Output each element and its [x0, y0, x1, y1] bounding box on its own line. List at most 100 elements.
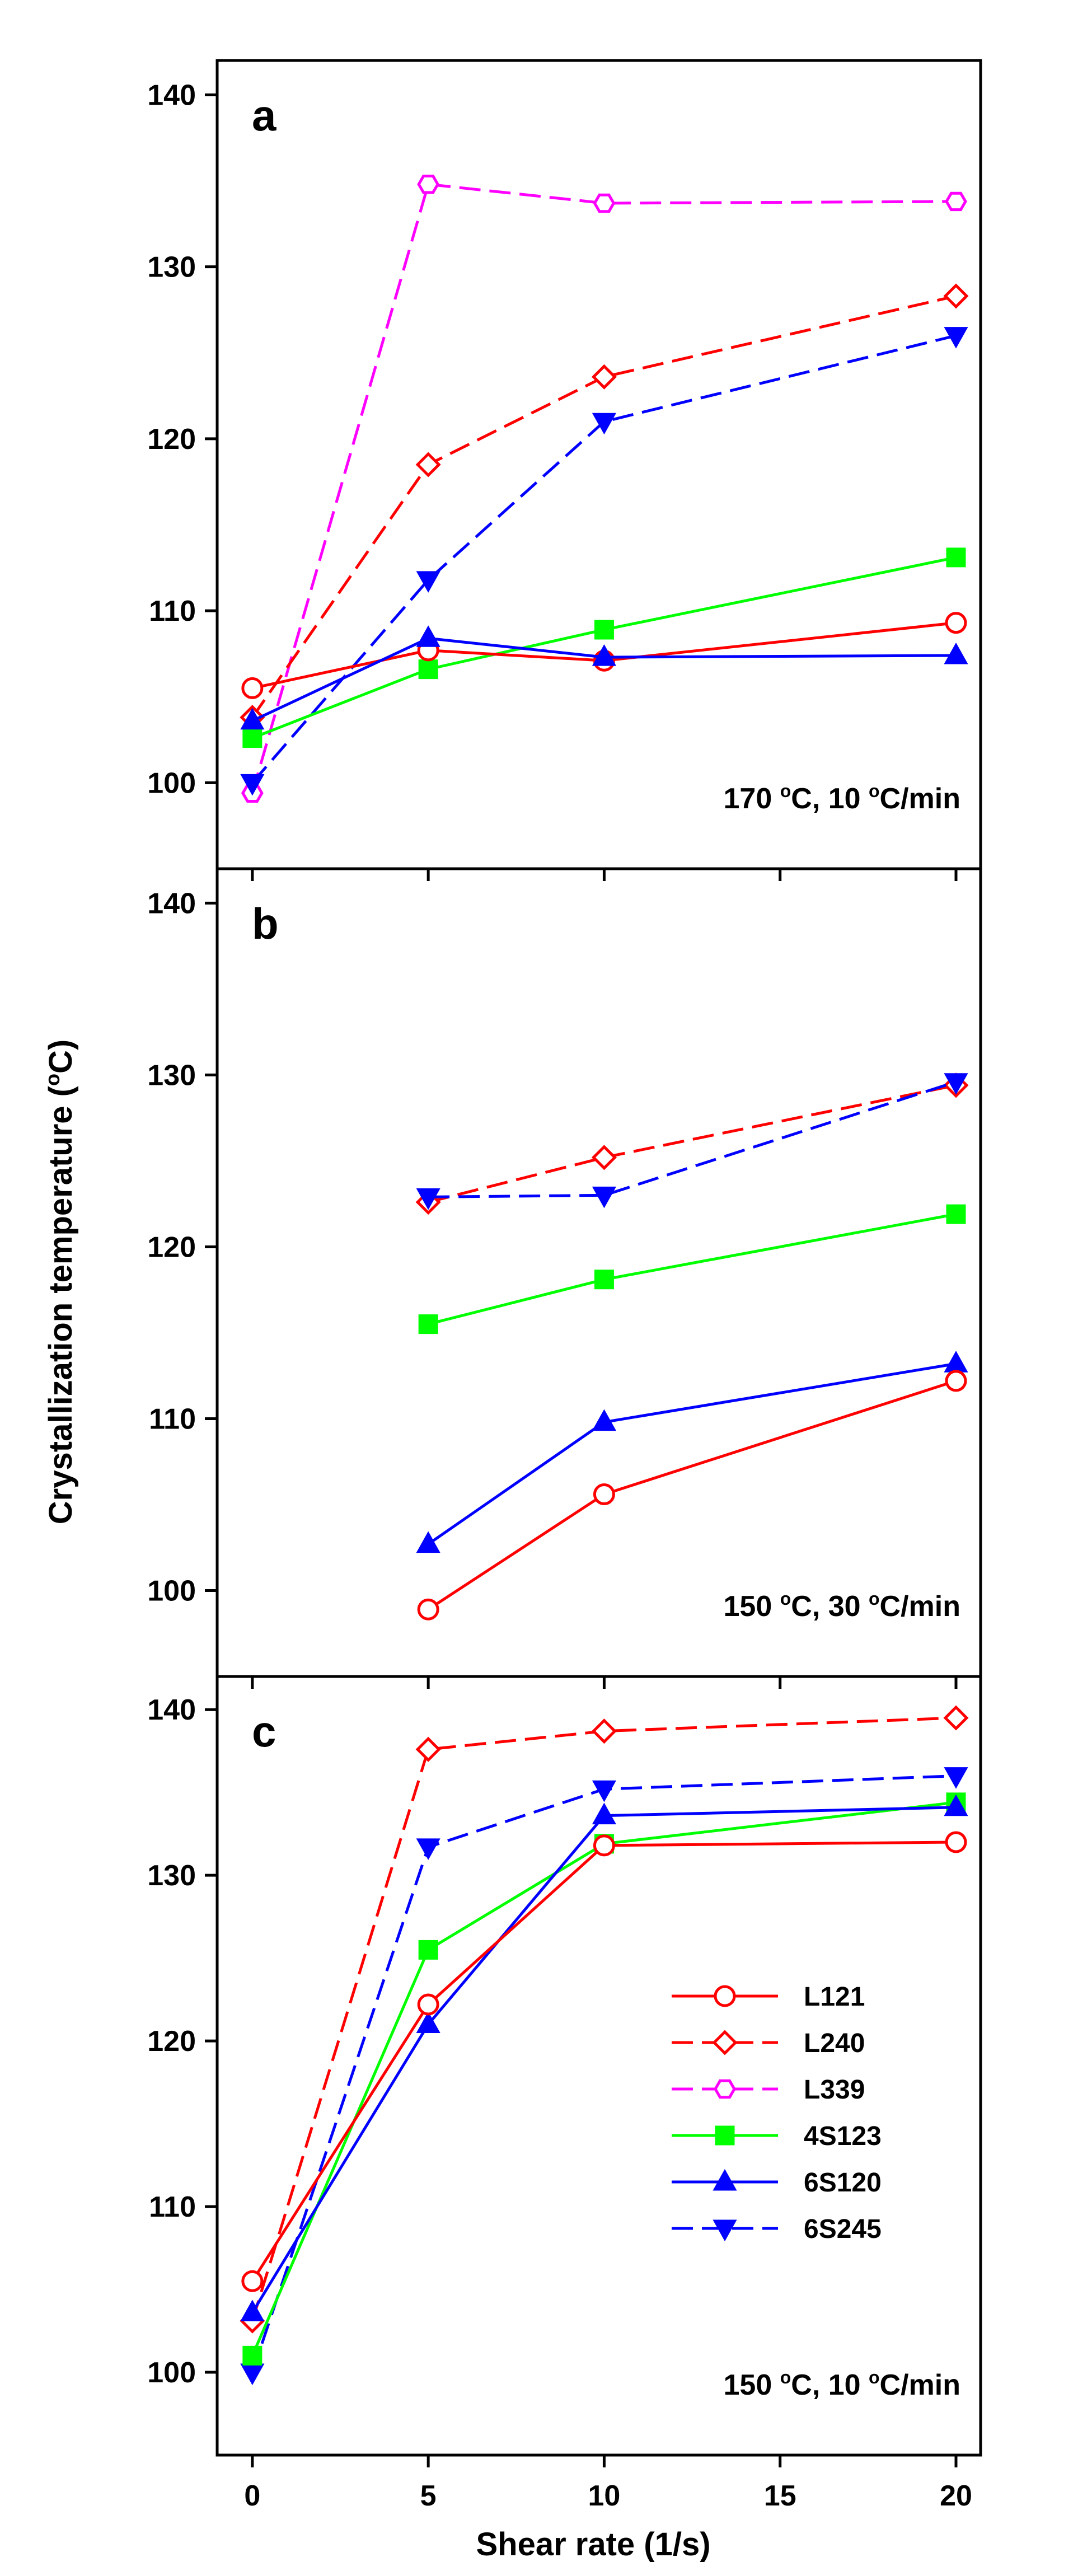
point-L121 — [241, 677, 264, 699]
y-tick-label: 120 — [147, 423, 196, 456]
point-L121 — [417, 1993, 439, 2016]
point-6S245 — [240, 2363, 265, 2386]
legend: L121 L240 L339 4S123 6S120 6S245 — [672, 1982, 882, 2244]
panel-condition-b: 150 oC, 30 oC/min — [724, 1589, 961, 1623]
series-line-6S120 — [427, 1362, 957, 1545]
y-tick-label: 120 — [147, 2025, 196, 2058]
legend-label: L339 — [804, 2075, 865, 2105]
y-tick-label: 100 — [147, 1575, 196, 1607]
panel-condition-c: 150 oC, 10 oC/min — [724, 2367, 961, 2401]
point-L339 — [417, 174, 440, 194]
series-line-L240 — [251, 294, 957, 719]
x-axis-title: Shear rate (1/s) — [476, 2526, 710, 2563]
point-6S120 — [592, 1409, 616, 1431]
panel-label-c: c — [252, 1707, 276, 1756]
series-line-L121 — [427, 1379, 957, 1611]
series-line-6S245 — [428, 1080, 957, 1198]
point-L240 — [943, 1705, 969, 1731]
point-L121 — [593, 1483, 615, 1506]
point-6S120 — [416, 1531, 440, 1553]
point-6S245 — [944, 1767, 968, 1789]
series-line-L121 — [252, 621, 957, 690]
legend-marker-6S245 — [713, 2219, 737, 2242]
point-6S245 — [592, 413, 616, 435]
point-6S245 — [416, 1838, 440, 1860]
panel-c: 100 110 120 130 140 0 5 10 15 20 c 150 oC, 10 oC/mi… — [147, 1675, 982, 2512]
series-line-L240 — [428, 1084, 957, 1204]
legend-marker-L240 — [712, 2030, 738, 2055]
y-axis-title: Crystallization temperature (oC) — [41, 1039, 79, 1524]
y-tick-label: 110 — [149, 1403, 196, 1435]
series-line-L339 — [251, 182, 957, 794]
series-line-4S123 — [251, 556, 957, 739]
point-6S120 — [416, 625, 440, 647]
point-6S245 — [944, 1073, 968, 1095]
panel-label-b: b — [252, 899, 279, 948]
y-tick-label: 140 — [147, 887, 196, 920]
point-4S123 — [594, 1270, 614, 1290]
series-line-6S120 — [251, 636, 957, 723]
point-4S123 — [418, 1940, 438, 1960]
point-6S245 — [240, 774, 265, 796]
point-L240 — [415, 1736, 441, 1762]
point-6S245 — [416, 571, 440, 593]
point-4S123 — [946, 547, 966, 568]
point-L121 — [241, 2270, 264, 2292]
point-L339 — [945, 191, 967, 212]
panel-frame — [215, 59, 982, 870]
point-L121 — [945, 612, 967, 634]
point-6S120 — [944, 1794, 968, 1816]
point-4S123 — [242, 728, 263, 748]
point-L339 — [593, 193, 616, 213]
legend-item-L121: L121 — [672, 1982, 865, 2012]
y-tick-label: 110 — [149, 595, 196, 627]
y-tick-label: 140 — [147, 1694, 196, 1726]
point-4S123 — [242, 2345, 263, 2366]
x-tick-label: 20 — [940, 2480, 972, 2512]
point-L121 — [593, 1834, 615, 1857]
y-tick-label: 120 — [147, 1231, 196, 1263]
point-6S120 — [592, 1802, 616, 1825]
point-L240 — [591, 1718, 617, 1744]
point-6S245 — [416, 1188, 440, 1210]
point-6S245 — [944, 327, 968, 349]
point-6S120 — [592, 644, 616, 666]
y-tick-label: 130 — [147, 1059, 196, 1092]
panel-label-a: a — [252, 91, 276, 140]
point-L240 — [591, 1145, 617, 1170]
series-line-4S123 — [428, 1212, 957, 1326]
panel-frame — [215, 1675, 982, 2457]
point-6S120 — [240, 2299, 265, 2321]
panel-a: 100 110 120 130 140 a 170 oC, 10 oC/min — [147, 59, 982, 881]
legend-marker-L121 — [714, 1985, 736, 2007]
point-4S123 — [418, 659, 438, 680]
series-line-4S123 — [251, 1801, 957, 2357]
point-4S123 — [594, 620, 614, 640]
point-4S123 — [418, 1314, 438, 1334]
y-tick-label: 100 — [147, 767, 196, 799]
point-6S245 — [592, 1186, 616, 1209]
y-tick-label: 140 — [147, 79, 196, 111]
series-line-6S245 — [251, 1774, 957, 2373]
legend-marker-6S120 — [713, 2168, 737, 2191]
legend-label: L121 — [804, 1982, 865, 2012]
point-6S120 — [240, 708, 265, 730]
x-tick-label: 5 — [420, 2480, 437, 2512]
point-6S120 — [416, 2011, 440, 2034]
y-tick-label: 100 — [147, 2357, 196, 2389]
panel-b: 100 110 120 130 140 b 150 oC, 30 oC/min — [147, 867, 982, 1689]
y-tick-label: 130 — [147, 251, 196, 284]
legend-item-L339: L339 — [672, 2075, 865, 2105]
point-L121 — [945, 1831, 967, 1853]
legend-marker-L339 — [714, 2079, 736, 2099]
legend-item-L240: L240 — [672, 2029, 865, 2058]
series-line-L121 — [251, 1840, 957, 2282]
x-tick-label: 15 — [764, 2480, 796, 2512]
series-line-L240 — [251, 1716, 957, 2322]
legend-label: 6S245 — [804, 2214, 882, 2244]
point-L121 — [945, 1370, 967, 1392]
point-4S123 — [946, 1204, 966, 1224]
legend-item-4S123: 4S123 — [672, 2121, 882, 2151]
y-tick-label: 130 — [147, 1860, 196, 1892]
